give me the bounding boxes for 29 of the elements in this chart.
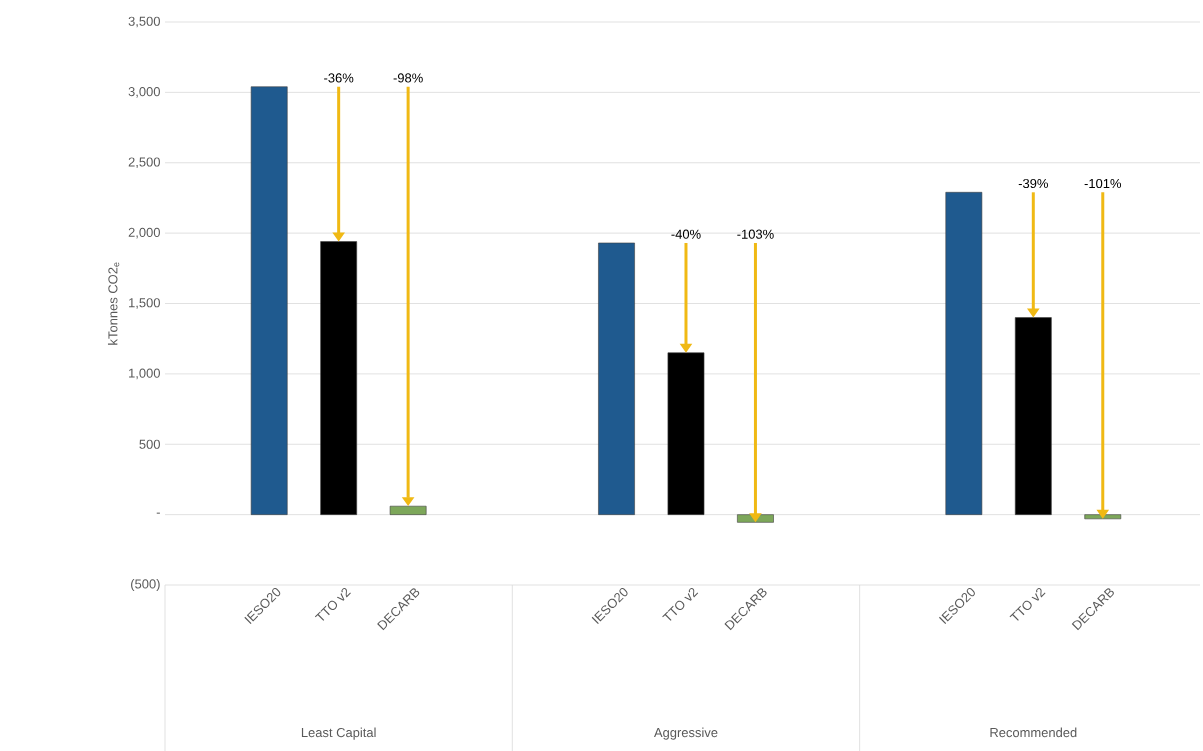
bar: [320, 241, 358, 515]
bar: [250, 86, 288, 515]
annotation: -36%: [324, 73, 354, 83]
y-tick-label: (500): [131, 578, 160, 592]
y-tick-label: 1,500: [129, 298, 160, 309]
y-tick-label: 1,000: [129, 368, 160, 380]
bar: [389, 505, 427, 515]
annotation: -39%: [1018, 178, 1048, 189]
y-tick-label: 3,000: [128, 87, 160, 98]
text: Recommended: [990, 727, 1077, 738]
annotation: -101%: [1084, 178, 1122, 189]
y-tick-label: -: [156, 512, 160, 514]
y-axis-title: kTonnes CO2$_{e}$: [107, 262, 120, 345]
bar: [945, 192, 983, 515]
bar: [667, 352, 705, 515]
text: Aggressive: [653, 727, 718, 740]
y-tick-label: 500: [139, 439, 160, 449]
annotation: -98%: [393, 73, 423, 83]
annotation: -103%: [737, 229, 774, 239]
bar: [598, 242, 635, 515]
y-tick-label: 2,500: [128, 157, 160, 169]
annotation: -40%: [671, 229, 701, 239]
x-tick-label: TTO v2: [1009, 587, 1046, 621]
bar: [1014, 317, 1052, 515]
y-tick-label: 2,000: [128, 227, 160, 239]
x-tick-label: TTO v2: [314, 587, 351, 621]
x-tick-label: TTO v2: [662, 587, 699, 621]
y-tick-label: 3,500: [128, 16, 160, 28]
text: Least Capital: [301, 727, 376, 740]
